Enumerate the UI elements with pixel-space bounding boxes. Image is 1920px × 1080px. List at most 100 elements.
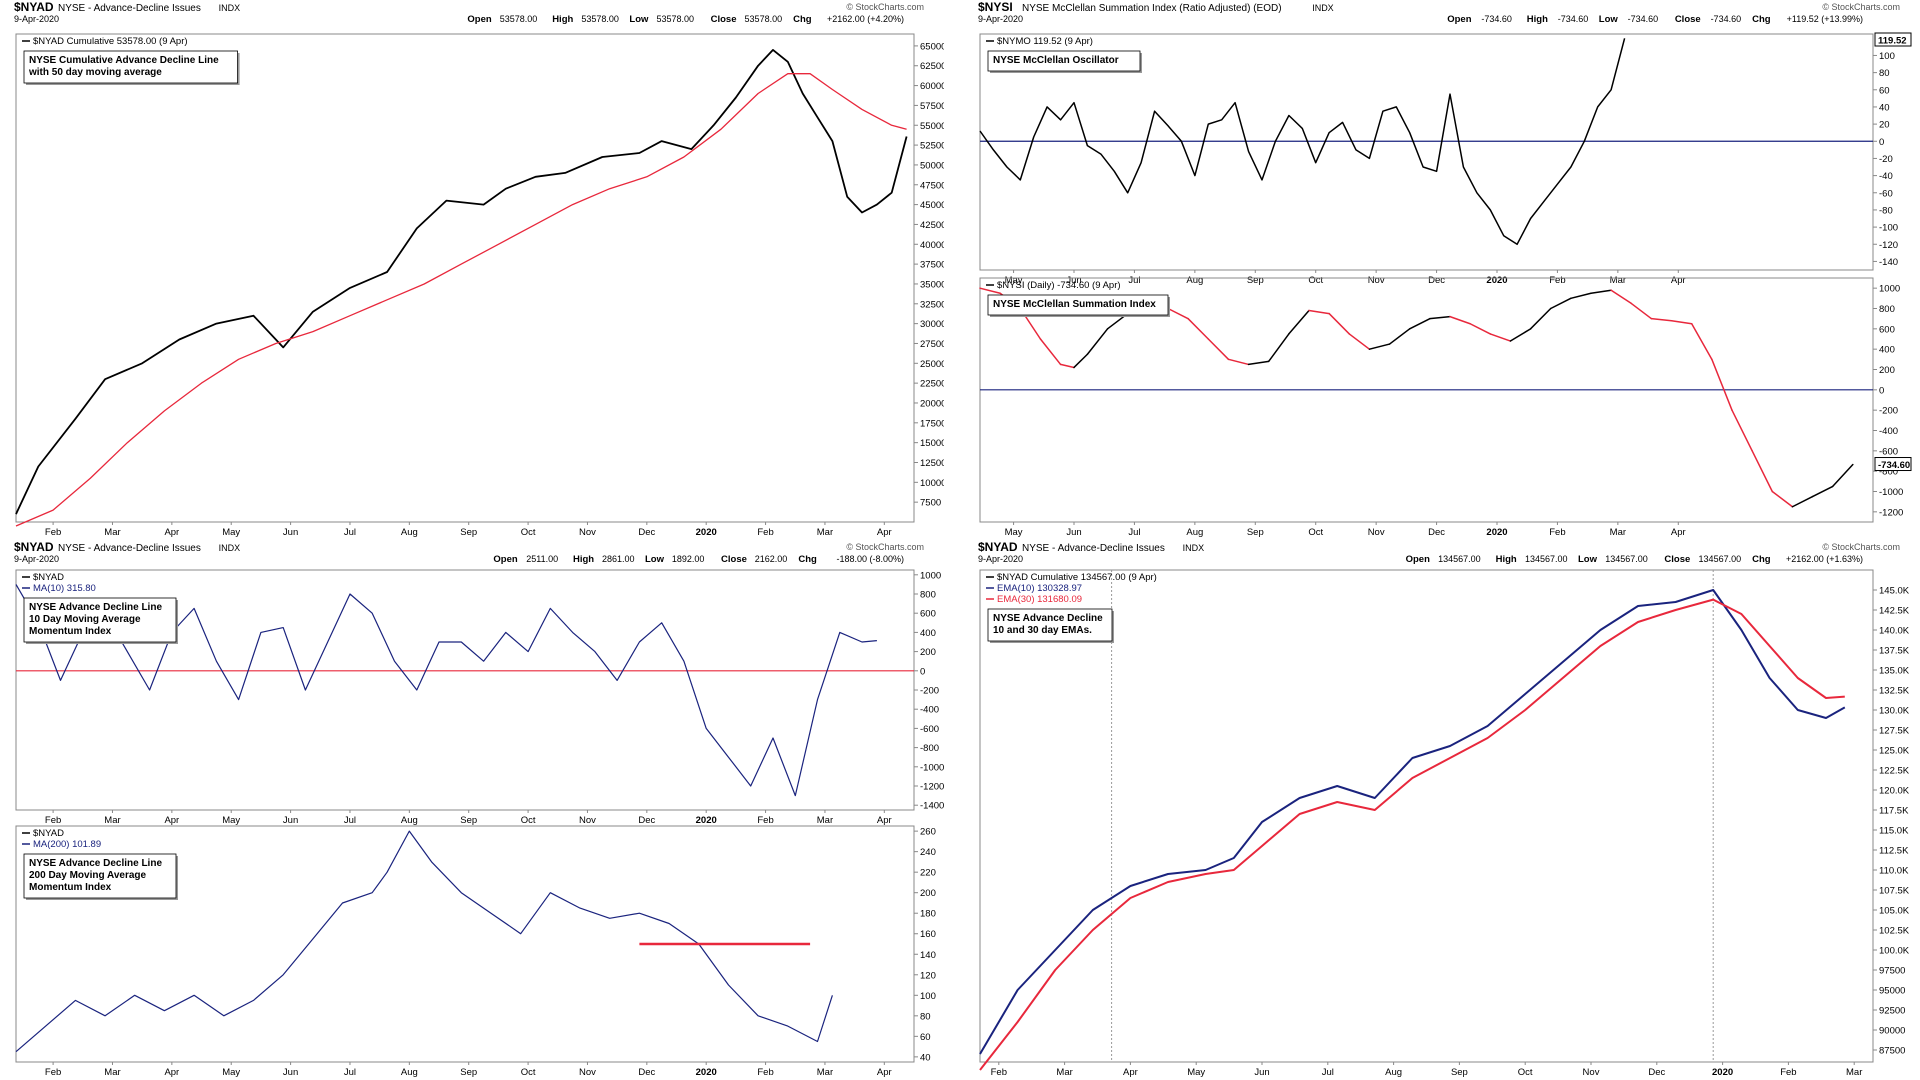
x-tick-label: Nov <box>1368 275 1385 286</box>
x-tick-label: Feb <box>45 815 61 826</box>
annotation-frame <box>23 853 177 899</box>
x-tick-label: Feb <box>991 1067 1007 1078</box>
quote-value-high: 53578.00 <box>581 14 619 24</box>
y-tick-label: 97500 <box>1879 966 1905 977</box>
y-tick-label: 117.5K <box>1879 806 1909 817</box>
y-tick-label: -400 <box>920 705 939 716</box>
y-tick-label: 140 <box>920 950 936 961</box>
annotation-frame <box>23 597 177 643</box>
y-tick-label: 20000 <box>920 398 944 409</box>
series-segment <box>1469 323 1492 335</box>
y-tick-label: 135.0K <box>1879 666 1910 677</box>
chart-header: $NYAD NYSE - Advance-Decline Issues INDX 9-… <box>14 0 924 25</box>
x-tick-label: May <box>222 1067 240 1078</box>
x-tick-label: Apr <box>164 527 179 538</box>
x-tick-label: Sep <box>1247 275 1264 286</box>
panel-frame <box>15 825 915 1063</box>
x-tick-label: Apr <box>1123 1067 1138 1078</box>
chart-header: $NYAD NYSE - Advance-Decline Issues INDX 9-… <box>14 540 924 565</box>
y-tick-label: 110.0K <box>1879 866 1909 877</box>
x-tick-label: Jun <box>1066 527 1081 538</box>
y-tick-label: -20 <box>1879 154 1893 165</box>
legend-label: $NYAD Cumulative 134567.00 (9 Apr) <box>997 572 1157 583</box>
y-tick-label: -100 <box>1879 223 1898 234</box>
x-tick-label: Feb <box>1780 1067 1796 1078</box>
x-axis: May Jun Jul Aug Sep Oct Nov Dec 2020 Feb Mar Apr <box>1005 270 1686 286</box>
y-tick-label: 27500 <box>920 339 944 350</box>
x-tick-label: Mar <box>817 527 833 538</box>
y-tick-label: 140.0K <box>1879 626 1910 637</box>
chart-nyad-emas: $NYAD NYSE - Advance-Decline Issues INDX 9-… <box>978 540 1920 1080</box>
quote-label-low: Low <box>1578 554 1598 565</box>
x-tick-label: Feb <box>757 815 773 826</box>
y-tick-label: 220 <box>920 868 936 879</box>
x-axis: Feb Mar Apr May Jun Jul Aug Sep Oct Nov Dec 2020 Feb… <box>45 522 892 538</box>
x-tick-label: Dec <box>638 815 655 826</box>
legend-label: $NYAD <box>33 572 64 583</box>
legend-label: MA(200) 101.89 <box>33 839 101 850</box>
x-tick-label: Jun <box>1066 275 1081 286</box>
y-tick-label: 25000 <box>920 359 944 370</box>
y-tick-label: 122.5K <box>1879 766 1910 777</box>
y-tick-label: 92500 <box>1879 1006 1905 1017</box>
chart-exchange: INDX <box>219 3 241 13</box>
x-tick-label: 2020 <box>1712 1067 1733 1078</box>
y-tick-label: 125.0K <box>1879 746 1910 757</box>
y-tick-label: -60 <box>1879 188 1893 199</box>
x-tick-label: May <box>1005 275 1023 286</box>
y-tick-label: 60 <box>920 1032 931 1043</box>
y-tick-label: 102.5K <box>1879 926 1910 937</box>
x-tick-label: 2020 <box>1486 275 1507 286</box>
y-tick-label: 800 <box>920 590 936 601</box>
series-segment <box>1073 353 1089 369</box>
series-segment <box>1630 302 1653 320</box>
y-tick-label: 105.0K <box>1879 906 1910 917</box>
y-tick-label: -1000 <box>1879 487 1903 498</box>
quote-value-open: 134567.00 <box>1438 554 1481 564</box>
x-tick-label: May <box>1005 527 1023 538</box>
x-tick-label: Nov <box>1368 527 1385 538</box>
x-tick-label: Oct <box>1518 1067 1533 1078</box>
quote-line: +2162.00 (+4.20%) Chg 53578.00 Close 53578.0… <box>467 14 904 25</box>
chart-watermark: © StockCharts.com <box>846 2 924 12</box>
series-line <box>979 598 1845 1071</box>
chart-exchange: INDX <box>1312 3 1334 13</box>
x-tick-label: Feb <box>45 1067 61 1078</box>
x-tick-label: Nov <box>579 1067 596 1078</box>
series-segment <box>1207 338 1230 361</box>
y-tick-label: 10000 <box>920 478 944 489</box>
y-tick-label: 40 <box>1879 102 1890 113</box>
annotation-frame <box>23 50 239 84</box>
quote-label-open: Open <box>467 14 491 25</box>
y-axis: 7500 10000 12500 15000 17500 20000 22500 25000 2… <box>914 41 944 509</box>
y-tick-label: 95000 <box>1879 986 1905 997</box>
x-tick-label: Jun <box>1254 1067 1269 1078</box>
quote-value-chg: -188.00 (-8.00%) <box>836 554 904 564</box>
y-tick-label: 400 <box>1879 345 1895 356</box>
series-segment <box>1308 309 1330 315</box>
quote-label-chg: Chg <box>798 554 817 565</box>
quote-value-open: 2511.00 <box>526 554 558 564</box>
x-tick-label: Mar <box>104 815 120 826</box>
y-tick-label: 80 <box>920 1011 931 1022</box>
quote-label-low: Low <box>1599 14 1619 25</box>
quote-label-low: Low <box>645 554 665 565</box>
series-segment <box>1267 333 1290 363</box>
x-tick-label: Oct <box>1308 275 1323 286</box>
series-segment <box>1711 358 1733 411</box>
x-tick-label: Aug <box>401 527 418 538</box>
x-tick-label: Aug <box>401 1067 418 1078</box>
y-tick-label: 0 <box>920 666 925 677</box>
x-tick-label: May <box>222 527 240 538</box>
y-tick-label: 180 <box>920 909 936 920</box>
series-segment <box>1831 463 1854 488</box>
y-tick-label: 115.0K <box>1879 826 1909 837</box>
x-tick-label: Apr <box>1671 275 1686 286</box>
y-tick-label: -140 <box>1879 257 1898 268</box>
x-tick-label: Aug <box>1186 275 1203 286</box>
series-segment <box>1811 485 1834 498</box>
series-segment <box>1570 292 1592 300</box>
y-tick-label: 100 <box>1879 51 1895 62</box>
series-segment <box>1670 319 1693 325</box>
